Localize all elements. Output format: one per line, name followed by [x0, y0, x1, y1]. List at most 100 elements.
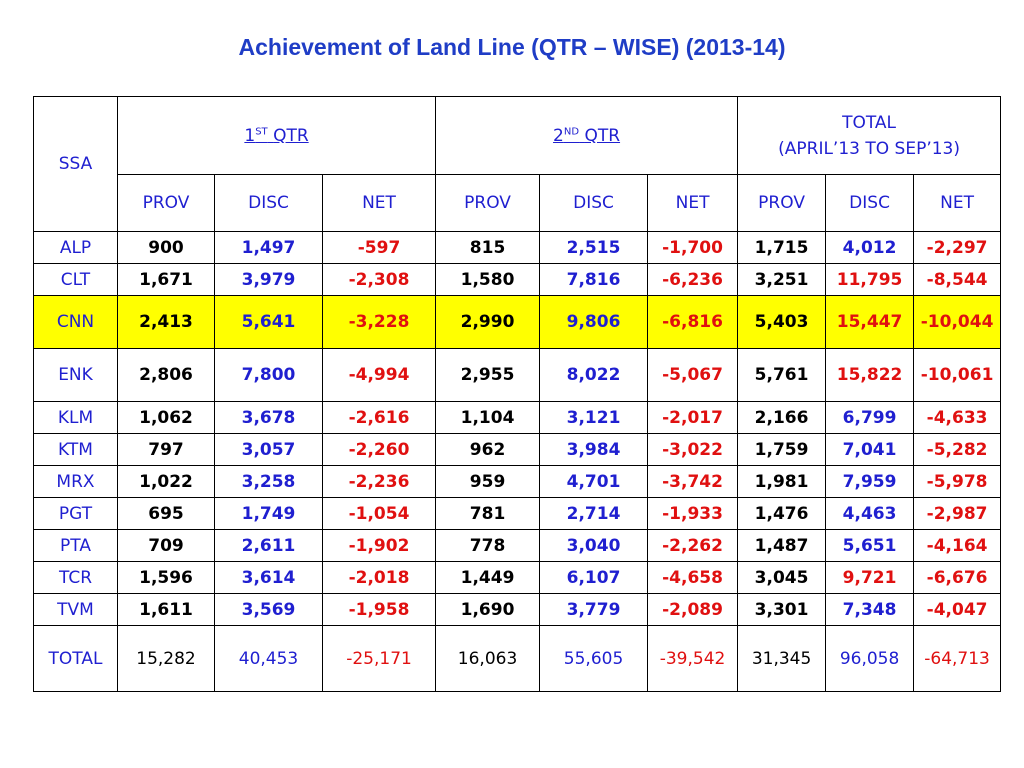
value-cell: 1,487 — [737, 529, 827, 562]
value-cell: 7,041 — [825, 433, 915, 466]
value-cell: -1,700 — [647, 231, 739, 264]
value-cell: 1,062 — [117, 401, 215, 434]
value-cell: -1,958 — [321, 593, 437, 626]
value-cell: 5,761 — [737, 348, 827, 402]
value-cell: -39,542 — [647, 625, 739, 692]
value-cell: 1,611 — [117, 593, 215, 626]
value-cell: -2,089 — [647, 593, 739, 626]
value-cell: 3,301 — [737, 593, 827, 626]
value-cell: -8,544 — [913, 263, 1002, 296]
value-cell: 96,058 — [825, 625, 915, 692]
value-cell: 1,449 — [435, 561, 541, 594]
value-cell: -10,044 — [913, 295, 1002, 349]
value-cell: 2,166 — [737, 401, 827, 434]
ssa-cell: TCR — [33, 561, 118, 594]
value-cell: -4,658 — [647, 561, 739, 594]
value-cell: 4,463 — [825, 497, 915, 530]
value-cell: 9,721 — [825, 561, 915, 594]
value-cell: 2,990 — [435, 295, 541, 349]
value-cell: 3,984 — [539, 433, 649, 466]
value-cell: -3,022 — [647, 433, 739, 466]
value-cell: 31,345 — [737, 625, 827, 692]
value-cell: -2,297 — [913, 231, 1002, 264]
value-cell: 1,749 — [214, 497, 323, 530]
table-row: MRX 1,022 3,258 -2,236 959 4,701 -3,742 1,981 7,… — [33, 465, 1002, 498]
value-cell: 4,012 — [825, 231, 915, 264]
value-cell: 3,121 — [539, 401, 649, 434]
q1-header: 1ST QTR — [116, 96, 437, 175]
subheader-net: NET — [913, 174, 1002, 232]
value-cell: 2,955 — [435, 348, 541, 402]
value-cell: 11,795 — [825, 263, 915, 296]
value-cell: 1,104 — [435, 401, 541, 434]
subheader-net: NET — [321, 174, 437, 232]
value-cell: 1,759 — [737, 433, 827, 466]
value-cell: 40,453 — [214, 625, 323, 692]
value-cell: 709 — [117, 529, 215, 562]
value-cell: 15,822 — [825, 348, 915, 402]
value-cell: 695 — [117, 497, 215, 530]
value-cell: 3,251 — [737, 263, 827, 296]
ssa-cell: KLM — [33, 401, 118, 434]
value-cell: 900 — [117, 231, 215, 264]
ssa-cell: PTA — [33, 529, 118, 562]
value-cell: 1,476 — [737, 497, 827, 530]
value-cell: 4,701 — [539, 465, 649, 498]
value-cell: 5,403 — [737, 295, 827, 349]
value-cell: -4,633 — [913, 401, 1002, 434]
table-row: TOTAL 15,282 40,453 -25,171 16,063 55,605 -39,… — [33, 625, 1002, 692]
value-cell: 2,515 — [539, 231, 649, 264]
value-cell: -4,994 — [321, 348, 437, 402]
ssa-cell: MRX — [33, 465, 118, 498]
table-row: PTA 709 2,611 -1,902 778 3,040 -2,262 1,487 5,65… — [33, 529, 1002, 562]
subheader-disc: DISC — [825, 174, 915, 232]
value-cell: -6,816 — [647, 295, 739, 349]
subheader-disc: DISC — [214, 174, 323, 232]
value-cell: 6,107 — [539, 561, 649, 594]
value-cell: 3,057 — [214, 433, 323, 466]
value-cell: 1,022 — [117, 465, 215, 498]
ssa-cell: TOTAL — [33, 625, 118, 692]
value-cell: 7,800 — [214, 348, 323, 402]
value-cell: -3,742 — [647, 465, 739, 498]
table-row: KLM 1,062 3,678 -2,616 1,104 3,121 -2,017 2,166… — [33, 401, 1002, 434]
value-cell: -5,978 — [913, 465, 1002, 498]
value-cell: 16,063 — [435, 625, 541, 692]
table-row: PGT 695 1,749 -1,054 781 2,714 -1,933 1,476 4,46… — [33, 497, 1002, 530]
ssa-cell: CNN — [33, 295, 118, 349]
value-cell: -2,616 — [321, 401, 437, 434]
value-cell: 778 — [435, 529, 541, 562]
value-cell: 3,979 — [214, 263, 323, 296]
page-title: Achievement of Land Line (QTR – WISE) (2… — [238, 34, 786, 60]
value-cell: 7,348 — [825, 593, 915, 626]
value-cell: 1,497 — [214, 231, 323, 264]
value-cell: 15,447 — [825, 295, 915, 349]
value-cell: -3,228 — [321, 295, 437, 349]
subheader-prov: PROV — [117, 174, 215, 232]
value-cell: 781 — [435, 497, 541, 530]
value-cell: -5,067 — [647, 348, 739, 402]
value-cell: 3,040 — [539, 529, 649, 562]
value-cell: 15,282 — [117, 625, 215, 692]
landline-table: SSA 1ST QTR 2ND QTR TOTAL (APRIL’13 TO S… — [33, 96, 1002, 692]
value-cell: 1,690 — [435, 593, 541, 626]
value-cell: 2,413 — [117, 295, 215, 349]
value-cell: 3,258 — [214, 465, 323, 498]
table-row: KTM 797 3,057 -2,260 962 3,984 -3,022 1,759 7,04… — [33, 433, 1002, 466]
value-cell: -4,164 — [913, 529, 1002, 562]
ssa-cell: ALP — [33, 231, 118, 264]
value-cell: -1,933 — [647, 497, 739, 530]
subheader-prov: PROV — [737, 174, 827, 232]
ssa-header: SSA — [33, 96, 118, 232]
value-cell: -10,061 — [913, 348, 1002, 402]
subheader-prov: PROV — [435, 174, 541, 232]
value-cell: -597 — [321, 231, 437, 264]
q2-header: 2ND QTR — [435, 96, 739, 175]
value-cell: -2,987 — [913, 497, 1002, 530]
value-cell: 7,959 — [825, 465, 915, 498]
ssa-cell: KTM — [33, 433, 118, 466]
subheader-disc: DISC — [539, 174, 649, 232]
value-cell: -4,047 — [913, 593, 1002, 626]
value-cell: 1,671 — [117, 263, 215, 296]
value-cell: 2,714 — [539, 497, 649, 530]
